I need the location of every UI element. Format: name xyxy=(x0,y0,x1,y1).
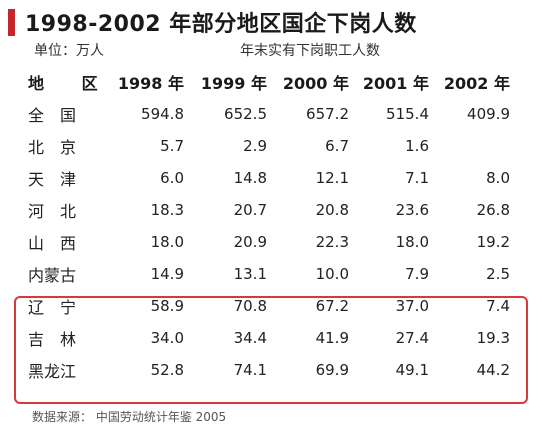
value-cell: 14.8 xyxy=(233,169,267,187)
region-cell: 山 西 xyxy=(28,234,77,253)
value-cell: 23.6 xyxy=(395,201,429,219)
value-cell: 13.1 xyxy=(233,265,267,283)
value-cell: 594.8 xyxy=(141,105,184,123)
header-year-1999: 1999 年 xyxy=(200,74,267,93)
table-row: 吉 林 34.0 34.4 41.9 27.4 19.3 xyxy=(22,322,510,354)
value-cell: 6.7 xyxy=(325,137,349,155)
value-cell: 41.9 xyxy=(315,329,349,347)
value-cell: 27.4 xyxy=(395,329,429,347)
value-cell: 515.4 xyxy=(386,105,429,123)
page-title: 1998-2002 年部分地区国企下岗人数 xyxy=(25,12,417,37)
table-row: 黑龙江 52.8 74.1 69.9 49.1 44.2 xyxy=(22,354,510,386)
value-cell: 6.0 xyxy=(160,169,184,187)
data-table: 地 区 1998 年 1999 年 2000 年 2001 年 2002 年 全… xyxy=(22,66,510,386)
value-cell: 49.1 xyxy=(395,361,429,379)
table-note: 年末实有下岗职工人数 xyxy=(240,43,380,59)
value-cell: 2.5 xyxy=(486,265,510,283)
value-cell: 18.0 xyxy=(395,233,429,251)
value-cell: 44.2 xyxy=(476,361,510,379)
header-year-2002: 2002 年 xyxy=(443,74,510,93)
region-cell: 吉 林 xyxy=(28,330,77,349)
region-cell: 北 京 xyxy=(28,138,77,157)
table-row: 辽 宁 58.9 70.8 67.2 37.0 7.4 xyxy=(22,290,510,322)
value-cell: 26.8 xyxy=(476,201,510,219)
value-cell: 7.4 xyxy=(486,297,510,315)
region-cell: 内蒙古 xyxy=(28,266,77,285)
value-cell: 34.0 xyxy=(150,329,184,347)
header-region: 地 区 xyxy=(28,74,114,93)
value-cell: 18.3 xyxy=(150,201,184,219)
value-cell: 52.8 xyxy=(150,361,184,379)
value-cell: 5.7 xyxy=(160,137,184,155)
value-cell: 652.5 xyxy=(224,105,267,123)
region-cell: 天 津 xyxy=(28,170,77,189)
region-cell: 辽 宁 xyxy=(28,298,77,317)
value-cell xyxy=(429,130,510,162)
value-cell: 7.9 xyxy=(405,265,429,283)
region-cell: 全 国 xyxy=(28,106,77,125)
title-accent-bar xyxy=(8,8,15,36)
table-row: 天 津 6.0 14.8 12.1 7.1 8.0 xyxy=(22,162,510,194)
header-row: 地 区 1998 年 1999 年 2000 年 2001 年 2002 年 xyxy=(22,66,510,98)
value-cell: 20.9 xyxy=(233,233,267,251)
value-cell: 74.1 xyxy=(233,361,267,379)
value-cell: 1.6 xyxy=(405,137,429,155)
table-row: 北 京 5.7 2.9 6.7 1.6 xyxy=(22,130,510,162)
value-cell: 409.9 xyxy=(467,105,510,123)
value-cell: 67.2 xyxy=(315,297,349,315)
table-row: 内蒙古 14.9 13.1 10.0 7.9 2.5 xyxy=(22,258,510,290)
value-cell: 10.0 xyxy=(315,265,349,283)
value-cell: 19.2 xyxy=(476,233,510,251)
northeast-highlight-box xyxy=(14,296,528,404)
region-cell: 黑龙江 xyxy=(28,362,77,381)
value-cell: 2.9 xyxy=(243,137,267,155)
value-cell: 657.2 xyxy=(306,105,349,123)
value-cell: 20.8 xyxy=(315,201,349,219)
header-year-2000: 2000 年 xyxy=(282,74,349,93)
table-row: 全 国 594.8 652.5 657.2 515.4 409.9 xyxy=(22,98,510,130)
value-cell: 20.7 xyxy=(233,201,267,219)
value-cell: 14.9 xyxy=(150,265,184,283)
title-bar: 1998-2002 年部分地区国企下岗人数 xyxy=(8,6,417,38)
header-year-1998: 1998 年 xyxy=(117,74,184,93)
header-year-2001: 2001 年 xyxy=(362,74,429,93)
value-cell: 7.1 xyxy=(405,169,429,187)
value-cell: 58.9 xyxy=(150,297,184,315)
region-cell: 河 北 xyxy=(28,202,77,221)
value-cell: 34.4 xyxy=(233,329,267,347)
value-cell: 12.1 xyxy=(315,169,349,187)
value-cell: 8.0 xyxy=(486,169,510,187)
data-source: 数据来源： 中国劳动统计年鉴 2005 xyxy=(32,410,227,424)
unit-label: 单位：万人 xyxy=(34,43,104,59)
value-cell: 37.0 xyxy=(395,297,429,315)
table-row: 山 西 18.0 20.9 22.3 18.0 19.2 xyxy=(22,226,510,258)
value-cell: 22.3 xyxy=(315,233,349,251)
value-cell: 19.3 xyxy=(476,329,510,347)
value-cell: 70.8 xyxy=(233,297,267,315)
table-row: 河 北 18.3 20.7 20.8 23.6 26.8 xyxy=(22,194,510,226)
value-cell: 18.0 xyxy=(150,233,184,251)
value-cell: 69.9 xyxy=(315,361,349,379)
